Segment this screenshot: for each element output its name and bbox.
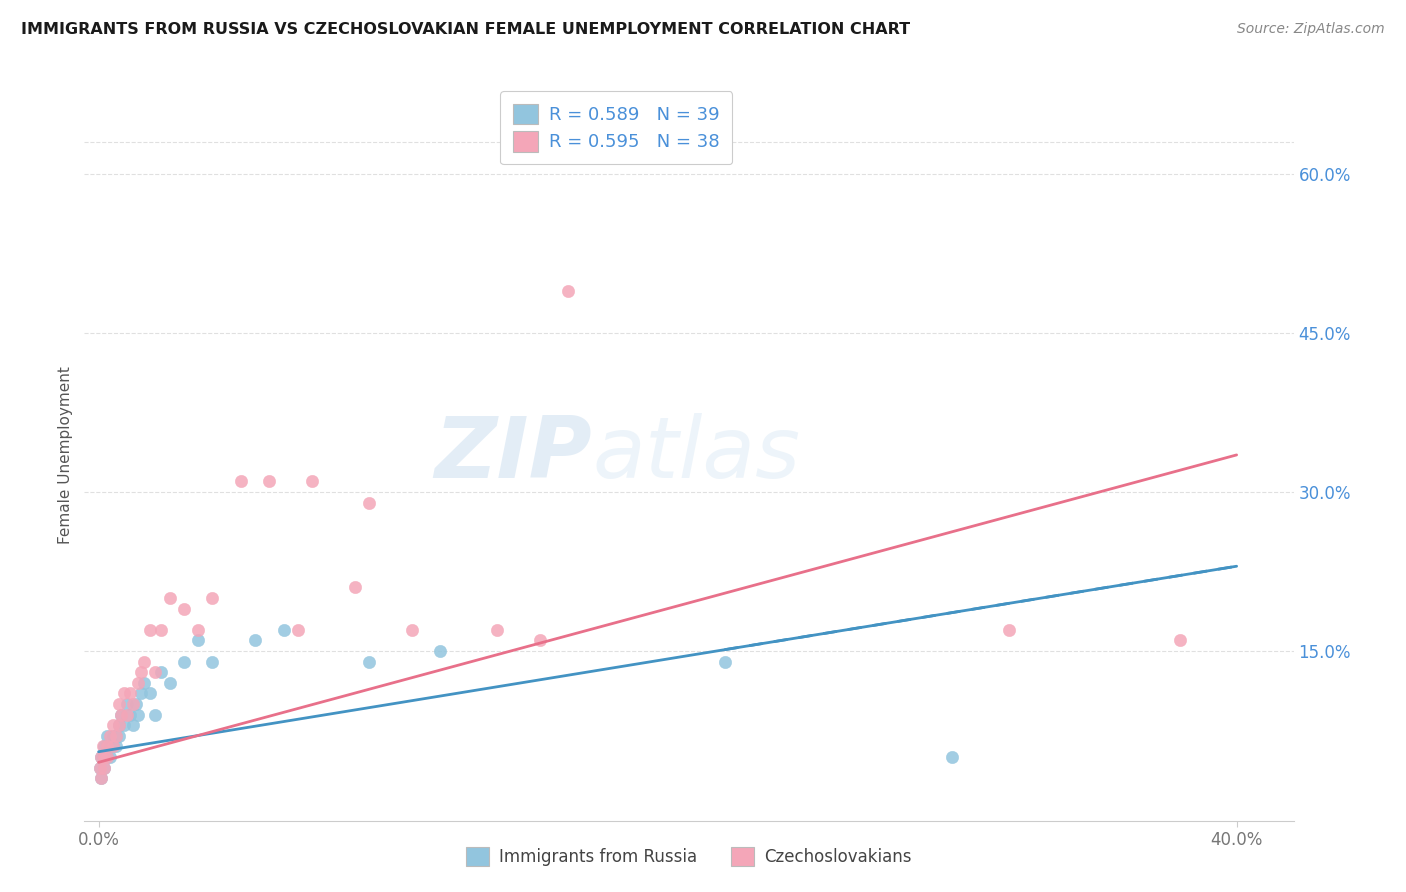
Point xyxy=(89,761,111,775)
Point xyxy=(173,655,195,669)
Point xyxy=(243,633,266,648)
Point xyxy=(998,623,1021,637)
Point xyxy=(287,623,309,637)
Point xyxy=(118,686,141,700)
Point xyxy=(96,729,118,743)
Point xyxy=(201,655,224,669)
Point xyxy=(357,495,380,509)
Point xyxy=(115,707,138,722)
Point xyxy=(124,697,146,711)
Point xyxy=(401,623,423,637)
Point xyxy=(150,623,173,637)
Point xyxy=(90,750,112,764)
Point xyxy=(90,771,112,785)
Point xyxy=(93,750,115,764)
Point xyxy=(273,623,295,637)
Point xyxy=(159,591,181,605)
Point xyxy=(429,644,451,658)
Point xyxy=(110,707,132,722)
Point xyxy=(1168,633,1191,648)
Point xyxy=(941,750,963,764)
Point xyxy=(90,771,112,785)
Point xyxy=(104,739,127,754)
Point xyxy=(93,739,115,754)
Point xyxy=(112,718,135,732)
Point xyxy=(94,750,117,764)
Point xyxy=(115,697,138,711)
Point xyxy=(713,655,735,669)
Point xyxy=(121,697,143,711)
Point xyxy=(150,665,173,680)
Point xyxy=(121,718,143,732)
Point xyxy=(132,655,155,669)
Point xyxy=(96,739,118,754)
Point xyxy=(145,707,167,722)
Point xyxy=(98,750,121,764)
Point xyxy=(118,707,141,722)
Text: atlas: atlas xyxy=(592,413,800,497)
Point xyxy=(107,697,129,711)
Point xyxy=(139,623,162,637)
Point xyxy=(101,739,124,754)
Point xyxy=(107,718,129,732)
Point xyxy=(104,729,127,743)
Y-axis label: Female Unemployment: Female Unemployment xyxy=(58,366,73,544)
Point xyxy=(127,707,149,722)
Point xyxy=(485,623,508,637)
Point xyxy=(343,581,366,595)
Point xyxy=(201,591,224,605)
Point xyxy=(107,729,129,743)
Point xyxy=(259,475,281,489)
Point xyxy=(159,676,181,690)
Point xyxy=(112,686,135,700)
Point xyxy=(129,686,152,700)
Text: IMMIGRANTS FROM RUSSIA VS CZECHOSLOVAKIAN FEMALE UNEMPLOYMENT CORRELATION CHART: IMMIGRANTS FROM RUSSIA VS CZECHOSLOVAKIA… xyxy=(21,22,910,37)
Point xyxy=(127,676,149,690)
Point xyxy=(98,739,121,754)
Point xyxy=(145,665,167,680)
Point xyxy=(96,750,118,764)
Point xyxy=(91,739,114,754)
Point xyxy=(129,665,152,680)
Point xyxy=(110,707,132,722)
Point xyxy=(96,750,118,764)
Point xyxy=(107,718,129,732)
Text: Source: ZipAtlas.com: Source: ZipAtlas.com xyxy=(1237,22,1385,37)
Point xyxy=(101,729,124,743)
Point xyxy=(101,739,124,754)
Legend: Immigrants from Russia, Czechoslovakians: Immigrants from Russia, Czechoslovakians xyxy=(458,838,920,874)
Point xyxy=(301,475,323,489)
Point xyxy=(98,729,121,743)
Text: ZIP: ZIP xyxy=(434,413,592,497)
Point xyxy=(187,623,209,637)
Point xyxy=(229,475,252,489)
Point xyxy=(90,750,112,764)
Point xyxy=(101,718,124,732)
Point xyxy=(93,761,115,775)
Point xyxy=(93,761,115,775)
Point xyxy=(139,686,162,700)
Point xyxy=(104,729,127,743)
Point xyxy=(357,655,380,669)
Point xyxy=(529,633,551,648)
Point xyxy=(91,750,114,764)
Point xyxy=(173,601,195,615)
Point xyxy=(557,284,579,298)
Point xyxy=(132,676,155,690)
Point xyxy=(89,761,111,775)
Point xyxy=(187,633,209,648)
